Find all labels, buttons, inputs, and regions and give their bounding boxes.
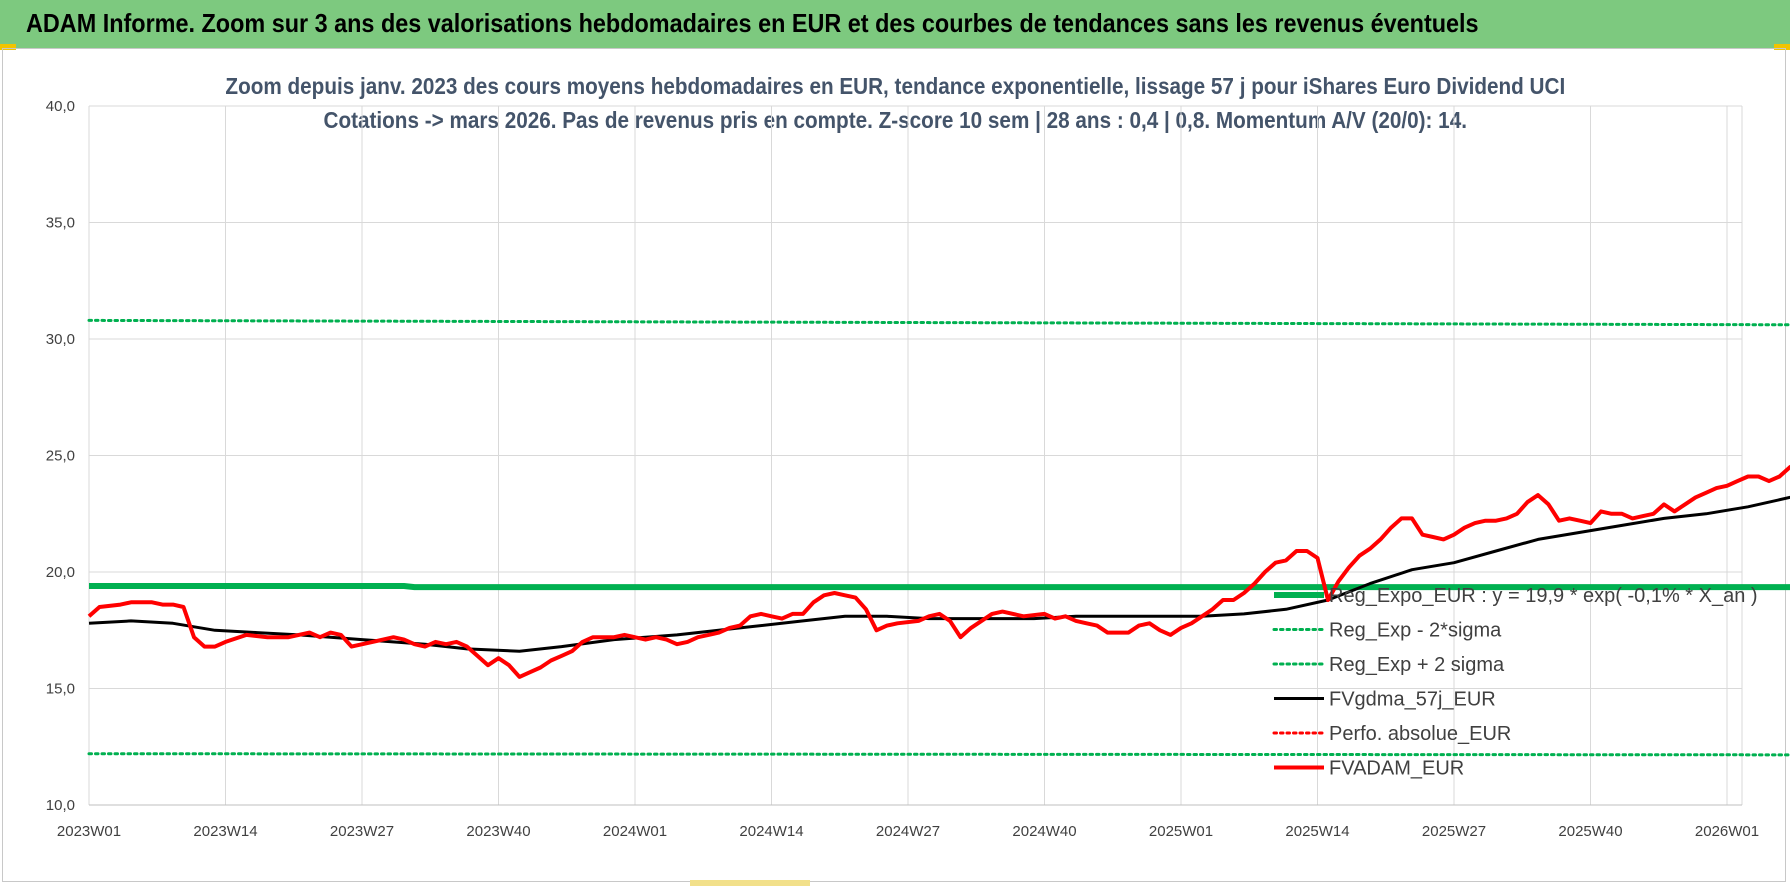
x-tick-label: 2025W27 — [1422, 823, 1486, 840]
x-tick-label: 2024W14 — [739, 823, 803, 840]
header-banner: ADAM Informe. Zoom sur 3 ans des valoris… — [0, 0, 1790, 49]
chart-subtitle: Cotations -> mars 2026. Pas de revenus p… — [0, 107, 1790, 134]
x-tick-label: 2025W14 — [1285, 823, 1349, 840]
chart-subtitle-text: Cotations -> mars 2026. Pas de revenus p… — [323, 107, 1467, 133]
series-line-2 — [87, 318, 1790, 327]
chart-title-text: Zoom depuis janv. 2023 des cours moyens … — [225, 73, 1565, 99]
legend-label: Perfo. absolue_EUR — [1329, 723, 1511, 745]
legend-label: FVADAM_EUR — [1329, 758, 1464, 780]
chart-frame — [2, 48, 1786, 882]
series-line-3 — [88, 495, 1790, 653]
y-tick-label: 10,0 — [46, 797, 75, 814]
legend-label: FVgdma_57j_EUR — [1329, 689, 1496, 711]
corner-mark-left — [0, 44, 16, 50]
chart-series — [87, 318, 1790, 757]
series-line-0 — [89, 583, 1790, 591]
corner-mark-right — [1774, 44, 1790, 50]
x-axis-ticks: 2023W01 2023W14 2023W27 2023W40 2024W01 2024W… — [57, 823, 1759, 840]
legend-label: Reg_Exp - 2*sigma — [1329, 620, 1502, 642]
x-tick-label: 2025W40 — [1558, 823, 1622, 840]
x-tick-label: 2023W40 — [466, 823, 530, 840]
x-tick-label: 2023W01 — [57, 823, 121, 840]
y-tick-label: 40,0 — [46, 98, 75, 115]
x-tick-label: 2024W01 — [603, 823, 667, 840]
y-tick-label: 30,0 — [46, 331, 75, 348]
y-axis-ticks: 10,0 15,0 20,0 25,0 30,0 35,0 40,0 — [46, 98, 75, 814]
bottom-mark — [690, 880, 810, 886]
x-tick-label: 2026W01 — [1695, 823, 1759, 840]
x-tick-label: 2023W27 — [330, 823, 394, 840]
y-tick-label: 15,0 — [46, 681, 75, 698]
legend-label: Reg_Expo_EUR : y = 19,9 * exp( -0,1% * X… — [1329, 585, 1758, 607]
series-line-5 — [87, 464, 1790, 679]
x-tick-label: 2023W14 — [193, 823, 257, 840]
header-title: ADAM Informe. Zoom sur 3 ans des valoris… — [26, 8, 1479, 38]
y-tick-label: 20,0 — [46, 564, 75, 581]
chart-grid — [88, 105, 1743, 806]
y-tick-label: 35,0 — [46, 215, 75, 232]
x-tick-label: 2024W27 — [876, 823, 940, 840]
series-line-1 — [87, 752, 1790, 757]
legend-label: Reg_Exp + 2 sigma — [1329, 654, 1505, 676]
x-tick-label: 2024W40 — [1012, 823, 1076, 840]
x-tick-label: 2025W01 — [1149, 823, 1213, 840]
chart-legend: Reg_Expo_EUR : y = 19,9 * exp( -0,1% * X… — [1272, 585, 1758, 780]
y-tick-label: 25,0 — [46, 448, 75, 465]
chart-title: Zoom depuis janv. 2023 des cours moyens … — [0, 73, 1790, 100]
